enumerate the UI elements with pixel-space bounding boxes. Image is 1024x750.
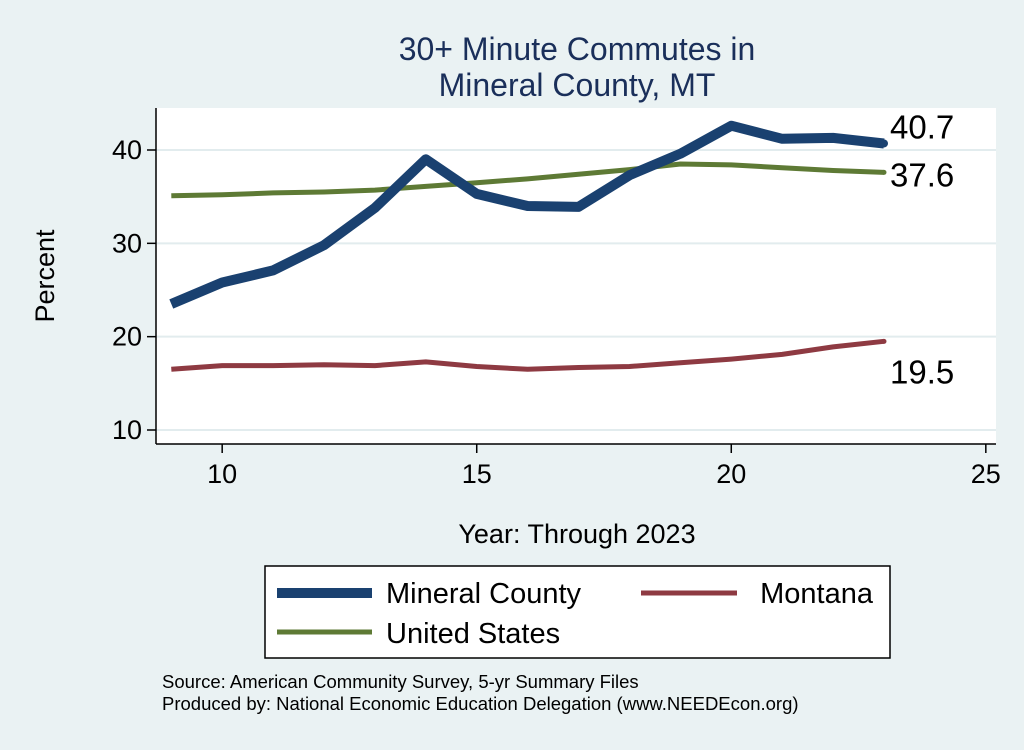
series-lines (169, 120, 888, 372)
series-line-montana (171, 338, 885, 372)
end-label-montana: 19.5 (890, 353, 954, 390)
chart-title-line-2: Mineral County, MT (439, 67, 716, 103)
end-label-united-states: 37.6 (890, 156, 954, 193)
x-tick-label-15: 15 (462, 459, 492, 489)
series-end-point-mineral-county (880, 139, 888, 148)
axes (155, 108, 996, 445)
legend-label-mineral-county: Mineral County (386, 578, 582, 610)
end-labels: 19.5 37.6 40.7 (890, 108, 954, 390)
chart-title-line-1: 30+ Minute Commutes in (399, 31, 756, 67)
series-line-mineral-county (169, 120, 885, 309)
y-axis-ticks: 10 20 30 40 (112, 135, 156, 445)
gridlines (156, 149, 996, 431)
x-axis-title: Year: Through 2023 (458, 519, 695, 549)
y-tick-label-30: 30 (112, 228, 142, 258)
legend: Mineral County Montana United States (264, 565, 891, 659)
legend-label-montana: Montana (760, 578, 874, 610)
source-note: Source: American Community Survey, 5-yr … (162, 671, 639, 692)
x-tick-label-20: 20 (716, 459, 746, 489)
legend-label-united-states: United States (386, 618, 560, 650)
y-axis-title: Percent (30, 229, 60, 323)
end-label-mineral-county: 40.7 (890, 108, 954, 145)
x-tick-label-25: 25 (971, 459, 1001, 489)
plot-area (156, 108, 996, 444)
y-tick-label-10: 10 (112, 415, 142, 445)
legend-box (264, 565, 891, 659)
series-line-united-states (171, 161, 885, 199)
x-axis-ticks: 10 15 20 25 (207, 444, 1001, 489)
x-tick-label-10: 10 (207, 459, 237, 489)
y-tick-label-40: 40 (112, 135, 142, 165)
produced-by-note: Produced by: National Economic Education… (162, 693, 799, 714)
series-end-point-united-states (881, 169, 887, 175)
series-end-point-montana (881, 338, 887, 344)
y-tick-label-20: 20 (112, 322, 142, 352)
